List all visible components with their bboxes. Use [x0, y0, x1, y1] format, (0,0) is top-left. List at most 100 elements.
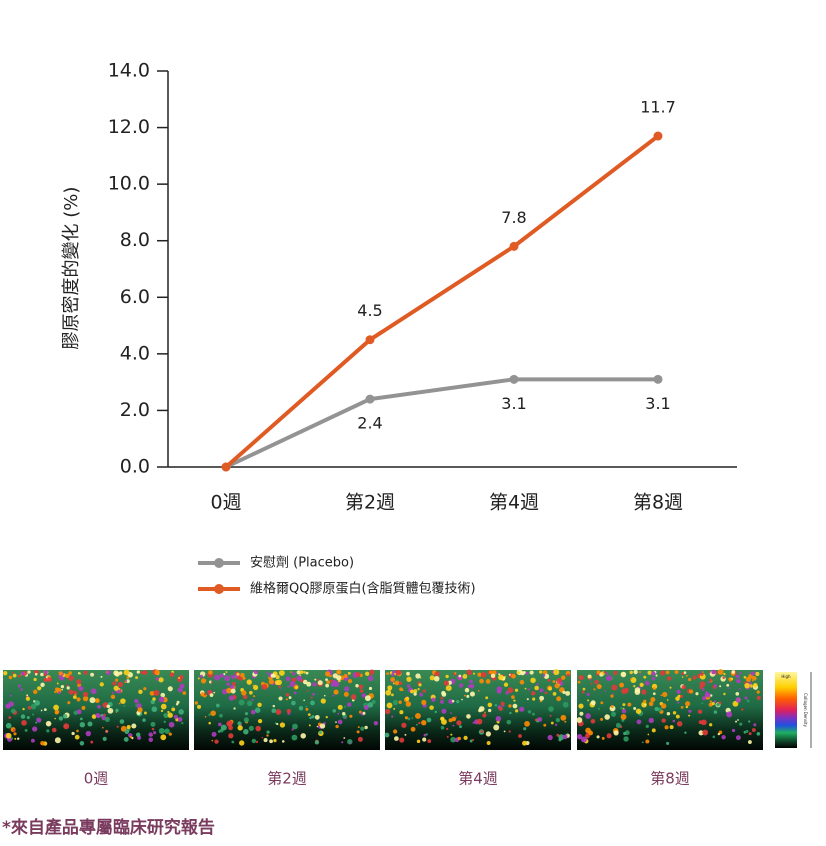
- heatmap-speckle: [25, 696, 31, 701]
- heatmap-speckle: [291, 700, 296, 706]
- heatmap-speckle: [487, 702, 493, 708]
- heatmap-speckle: [386, 672, 390, 676]
- heatmap-speckle: [113, 685, 119, 691]
- heatmap-speckle: [79, 741, 85, 746]
- heatmap-speckle: [391, 672, 395, 677]
- heatmap-speckle: [665, 670, 670, 675]
- heatmap-speckle: [593, 688, 596, 691]
- heatmap-speckle: [367, 702, 374, 708]
- heatmap-speckle: [610, 705, 614, 708]
- heatmap-speckle: [597, 707, 601, 710]
- heatmap-speckle: [169, 672, 175, 677]
- heatmap-speckle: [107, 707, 114, 714]
- heatmap-speckle: [90, 688, 97, 695]
- heatmap-speckle: [120, 698, 126, 704]
- heatmap-speckle: [578, 703, 584, 709]
- heatmap-speckle: [40, 709, 43, 712]
- heatmap-speckle: [276, 679, 282, 686]
- heatmap-speckle: [446, 735, 449, 738]
- heatmap-speckle: [623, 731, 627, 736]
- heatmap-speckle: [80, 717, 83, 721]
- image-caption: 第2週: [267, 770, 307, 788]
- heatmap-speckle: [723, 672, 726, 676]
- scale-title: Collagen Density: [803, 693, 808, 728]
- heatmap-speckle: [231, 740, 235, 744]
- heatmap-speckle: [548, 706, 554, 712]
- heatmap-speckle: [143, 687, 147, 691]
- heatmap-speckle: [392, 729, 398, 734]
- heatmap-speckle: [241, 690, 247, 696]
- heatmap-speckle: [441, 690, 446, 696]
- heatmap-speckle: [721, 735, 726, 740]
- heatmap-speckle: [278, 696, 283, 701]
- heatmap-speckle: [255, 740, 259, 744]
- heatmap-speckle: [343, 737, 346, 739]
- heatmap-speckle: [756, 731, 761, 736]
- heatmap-speckle: [60, 684, 65, 689]
- heatmap-speckle: [677, 701, 680, 704]
- heatmap-speckle: [219, 713, 223, 718]
- heatmap-speckle: [393, 707, 396, 710]
- heatmap-speckle: [636, 719, 642, 725]
- heatmap-speckle: [756, 695, 761, 700]
- heatmap-speckle: [208, 713, 211, 717]
- heatmap-speckle: [674, 670, 679, 675]
- heatmap-speckle: [748, 720, 751, 723]
- heatmap-speckle: [536, 683, 539, 686]
- heatmap-speckle: [524, 720, 530, 727]
- heatmap-speckle: [594, 679, 599, 685]
- heatmap-speckle: [472, 672, 476, 675]
- heatmap-speckle: [699, 681, 706, 688]
- heatmap-speckle: [8, 716, 12, 719]
- heatmap-speckle: [73, 710, 78, 715]
- heatmap-speckle: [484, 711, 486, 714]
- heatmap-speckle: [477, 672, 482, 677]
- heatmap-speckle: [358, 684, 364, 689]
- heatmap-speckle: [676, 689, 681, 694]
- heatmap-speckle: [399, 737, 405, 743]
- heatmap-speckle: [532, 697, 536, 701]
- heatmap-speckle: [716, 702, 720, 707]
- heatmap-speckle: [31, 726, 38, 732]
- image-caption: 0週: [84, 770, 109, 788]
- heatmap-speckle: [289, 681, 296, 687]
- heatmap-speckle: [341, 741, 344, 744]
- heatmap-speckle: [298, 705, 304, 711]
- heatmap-speckle: [117, 681, 124, 688]
- heatmap-speckle: [564, 720, 567, 723]
- heatmap-speckle: [231, 675, 235, 680]
- heatmap-speckle: [539, 695, 545, 701]
- heatmap-speckle: [680, 705, 684, 709]
- heatmap-speckle: [645, 724, 649, 729]
- heatmap-speckle: [387, 685, 393, 691]
- heatmap-speckle: [90, 672, 95, 677]
- heatmap-speckle: [257, 702, 262, 708]
- heatmap-speckle: [160, 692, 166, 698]
- heatmap-speckle: [228, 725, 233, 731]
- heatmap-speckle: [445, 685, 452, 692]
- heatmap-speckle: [40, 741, 45, 746]
- heatmap-speckle: [82, 691, 88, 697]
- heatmap-speckle: [115, 708, 119, 712]
- heatmap-speckle: [672, 711, 677, 715]
- heatmap-speckle: [506, 719, 512, 725]
- heatmap-speckle: [364, 695, 371, 702]
- heatmap-speckle: [434, 710, 438, 714]
- heatmap-speckle: [713, 710, 718, 714]
- heatmap-speckle: [237, 725, 243, 731]
- y-tick-label: 2.0: [120, 399, 150, 421]
- heatmap-speckle: [266, 730, 270, 734]
- heatmap-speckle: [660, 694, 663, 697]
- heatmap-speckle: [619, 682, 625, 688]
- heatmap-speckle: [458, 674, 462, 678]
- heatmap-speckle: [410, 689, 414, 694]
- heatmap-speckle: [324, 671, 331, 677]
- heatmap-speckle: [391, 693, 394, 697]
- heatmap-speckle: [24, 728, 28, 732]
- heatmap-speckle: [385, 689, 392, 696]
- heatmap-speckle: [441, 708, 447, 714]
- heatmap-speckle: [319, 723, 326, 729]
- heatmap-speckle: [630, 678, 632, 680]
- heatmap-speckle: [520, 671, 525, 676]
- heatmap-speckle: [651, 671, 656, 676]
